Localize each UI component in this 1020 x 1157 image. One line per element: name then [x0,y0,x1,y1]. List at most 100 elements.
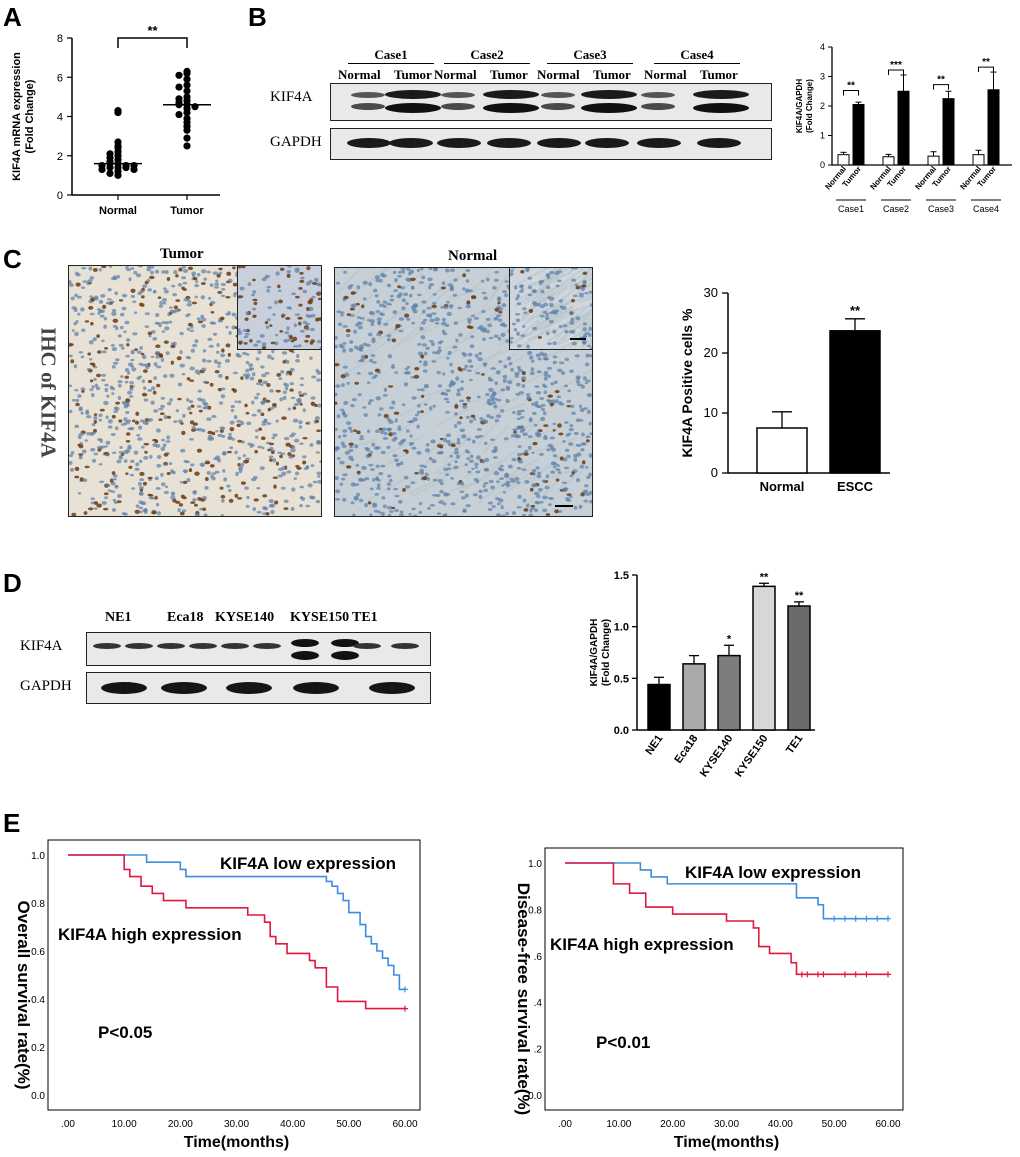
data-point [106,169,114,178]
cell-nucleus [202,495,208,500]
cell-nucleus [584,381,589,385]
cell-nucleus [175,299,181,302]
cell-nucleus [374,492,379,496]
cell-nucleus [86,367,91,371]
cell-nucleus [420,335,426,340]
cell-nucleus [562,324,568,328]
x-tick-label: Eca18 [672,733,700,766]
cell-nucleus [493,317,497,321]
cell-nucleus [112,361,119,365]
cell-nucleus [139,289,144,294]
cell-nucleus [581,335,587,339]
cell-nucleus [400,286,405,290]
cell-nucleus [570,298,576,303]
cell-nucleus [464,463,468,467]
cell-nucleus [578,292,585,296]
cell-nucleus [192,490,197,494]
x-axis-label: Time(months) [674,1134,779,1151]
cell-nucleus [129,267,135,270]
cell-nucleus [74,475,80,479]
cell-nucleus [175,500,181,504]
cell-nucleus [520,416,525,419]
cell-nucleus [131,385,135,388]
cell-nucleus [93,419,97,424]
tissue-fiber [559,304,592,316]
cell-nucleus [573,268,579,270]
cell-nucleus [112,451,117,455]
cell-nucleus [108,266,113,268]
cell-nucleus [495,370,501,375]
cell-nucleus [279,267,285,271]
cell-nucleus [449,362,453,367]
cell-nucleus [293,344,299,348]
cell-nucleus [512,428,518,432]
cell-nucleus [536,474,542,479]
cell-nucleus [366,319,372,322]
blot-band [93,643,121,649]
cell-nucleus [298,425,303,429]
blot-band [437,138,481,148]
cell-nucleus [511,268,515,269]
cell-nucleus [393,487,398,491]
cell-nucleus [397,425,402,429]
cell-nucleus [133,270,138,275]
cell-nucleus [142,481,148,486]
cell-nucleus [428,339,434,343]
censor-mark [863,915,870,922]
cell-nucleus [516,302,522,306]
cell-nucleus [537,487,543,492]
cell-nucleus [317,403,321,408]
cell-nucleus [215,430,219,433]
censor-mark [852,915,859,922]
cell-nucleus [92,337,97,342]
cell-nucleus [249,444,254,448]
cell-nucleus [516,365,521,370]
cell-nucleus [478,489,483,494]
cell-nucleus [140,352,145,356]
cell-nucleus [401,269,406,274]
cell-nucleus [398,329,404,333]
cell-nucleus [570,317,575,322]
cell-nucleus [574,354,580,358]
cell-nucleus [69,460,73,465]
cell-nucleus [103,507,109,511]
cell-nucleus [525,393,531,397]
tissue-fiber [385,434,424,456]
cell-nucleus [173,420,178,423]
significance-bracket [117,37,188,48]
cell-nucleus [474,462,479,467]
cell-nucleus [481,309,486,314]
cell-nucleus [191,343,198,348]
cell-nucleus [77,434,82,440]
cell-nucleus [150,400,155,405]
cell-nucleus [366,381,371,384]
cell-nucleus [342,434,347,438]
cell-nucleus [200,269,207,274]
cell-nucleus [98,299,104,304]
cell-nucleus [283,499,289,504]
cell-nucleus [375,446,381,450]
cell-nucleus [524,479,530,484]
cell-nucleus [104,445,108,448]
cell-nucleus [589,347,592,349]
cell-nucleus [439,482,444,486]
cell-nucleus [354,381,359,385]
cell-nucleus [535,466,540,470]
cell-nucleus [98,418,103,422]
cell-nucleus [520,376,527,380]
cell-nucleus [445,439,451,444]
cell-nucleus [113,477,117,481]
group-label: Case2 [883,204,909,214]
cell-nucleus [170,492,176,496]
tissue-fiber [578,321,592,330]
cell-nucleus [297,391,302,395]
cell-nucleus [237,439,243,443]
cell-nucleus [217,290,223,294]
cell-nucleus [252,278,256,282]
cell-nucleus [469,344,475,349]
cell-nucleus [132,419,136,423]
cell-nucleus [143,455,149,460]
cell-nucleus [571,341,577,346]
cell-nucleus [465,504,471,508]
cell-nucleus [408,269,415,274]
